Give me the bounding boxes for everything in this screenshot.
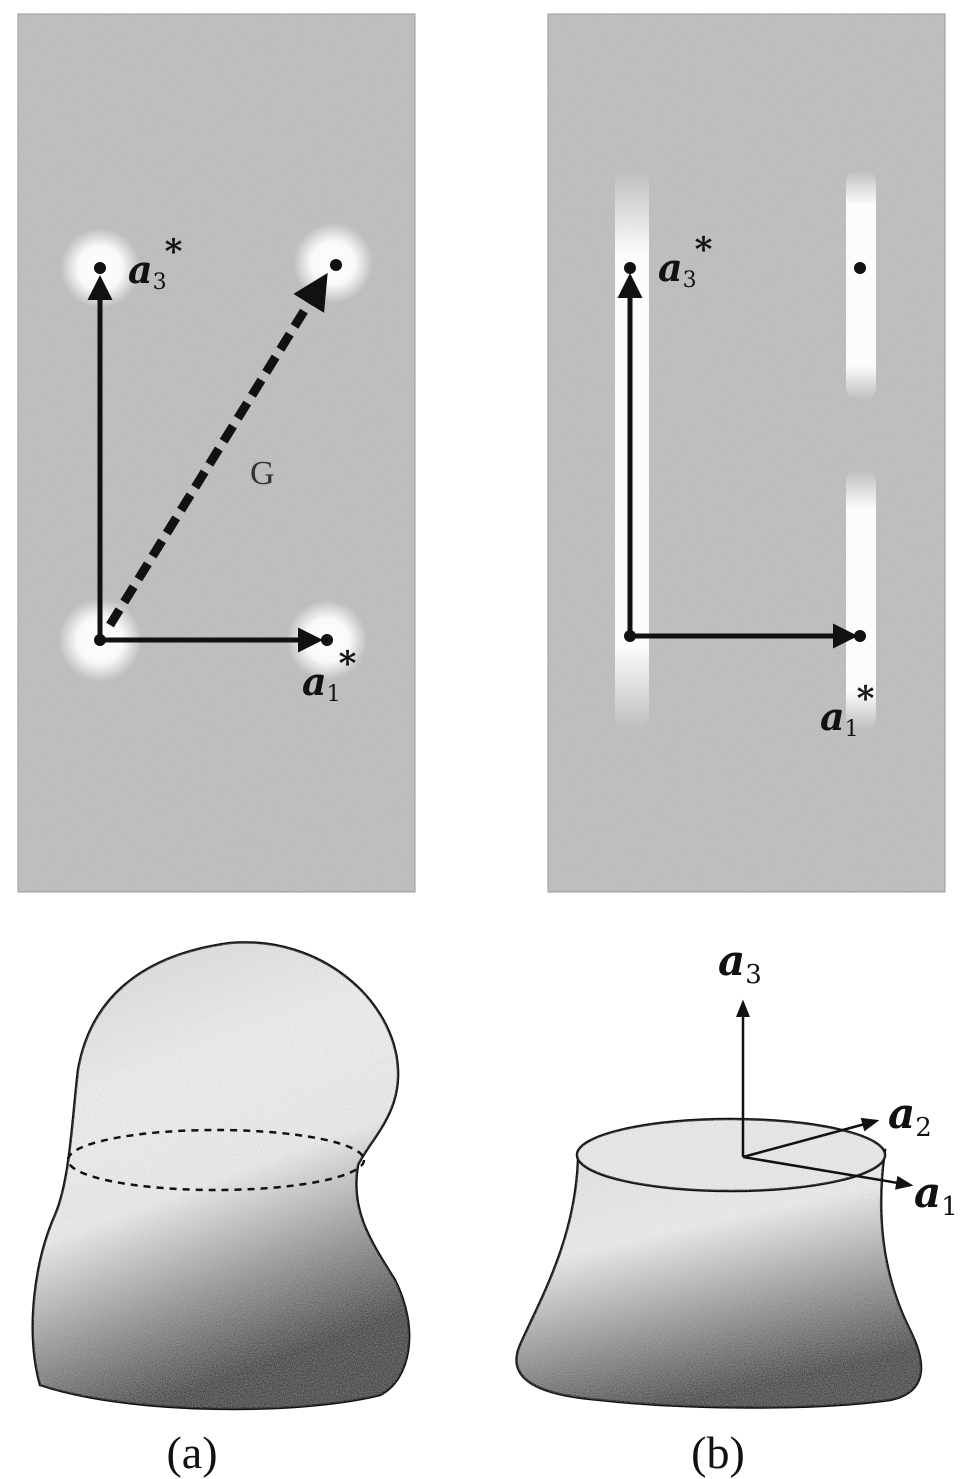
panel-a-border <box>17 13 416 893</box>
blob-cross-section <box>66 1128 366 1192</box>
cone-grain-overlay <box>516 1150 922 1408</box>
label-a3-star-b: a3* <box>658 230 713 293</box>
caption-a: (a) <box>166 1427 217 1478</box>
blob-grain-overlay <box>32 942 410 1409</box>
panel-b-grain <box>548 14 945 892</box>
lattice-point <box>624 630 636 642</box>
vector-g <box>106 272 328 628</box>
lattice-point <box>854 630 866 642</box>
label-axis-a2: a2 <box>888 1089 932 1143</box>
lattice-point <box>94 634 106 646</box>
label-a3-star-a: a3* <box>128 232 183 295</box>
cone-shape: a3 a2 a1 <box>515 936 958 1409</box>
lattice-point <box>854 262 866 274</box>
streak-right-lower <box>846 470 876 730</box>
label-g: G <box>250 455 275 492</box>
lattice-point <box>94 262 106 274</box>
label-axis-a3: a3 <box>718 936 762 990</box>
streak-right-upper <box>846 170 876 400</box>
blob-shape <box>31 941 411 1411</box>
lattice-point <box>321 634 333 646</box>
lattice-point <box>624 262 636 274</box>
label-axis-a1: a1 <box>914 1168 958 1222</box>
lattice-point <box>330 259 342 271</box>
caption-b: (b) <box>691 1427 745 1478</box>
axis-a1 <box>742 1155 914 1190</box>
panel-b-border <box>547 13 946 893</box>
label-a1-star-b: a1* <box>820 679 875 742</box>
cone-top-grain <box>577 1119 885 1191</box>
axis-a2 <box>742 1117 880 1159</box>
panel-a-pattern: a3* G a1* <box>17 13 416 893</box>
panel-b-pattern: a3* a1* <box>547 13 946 893</box>
label-a1-star-a: a1* <box>302 644 357 707</box>
